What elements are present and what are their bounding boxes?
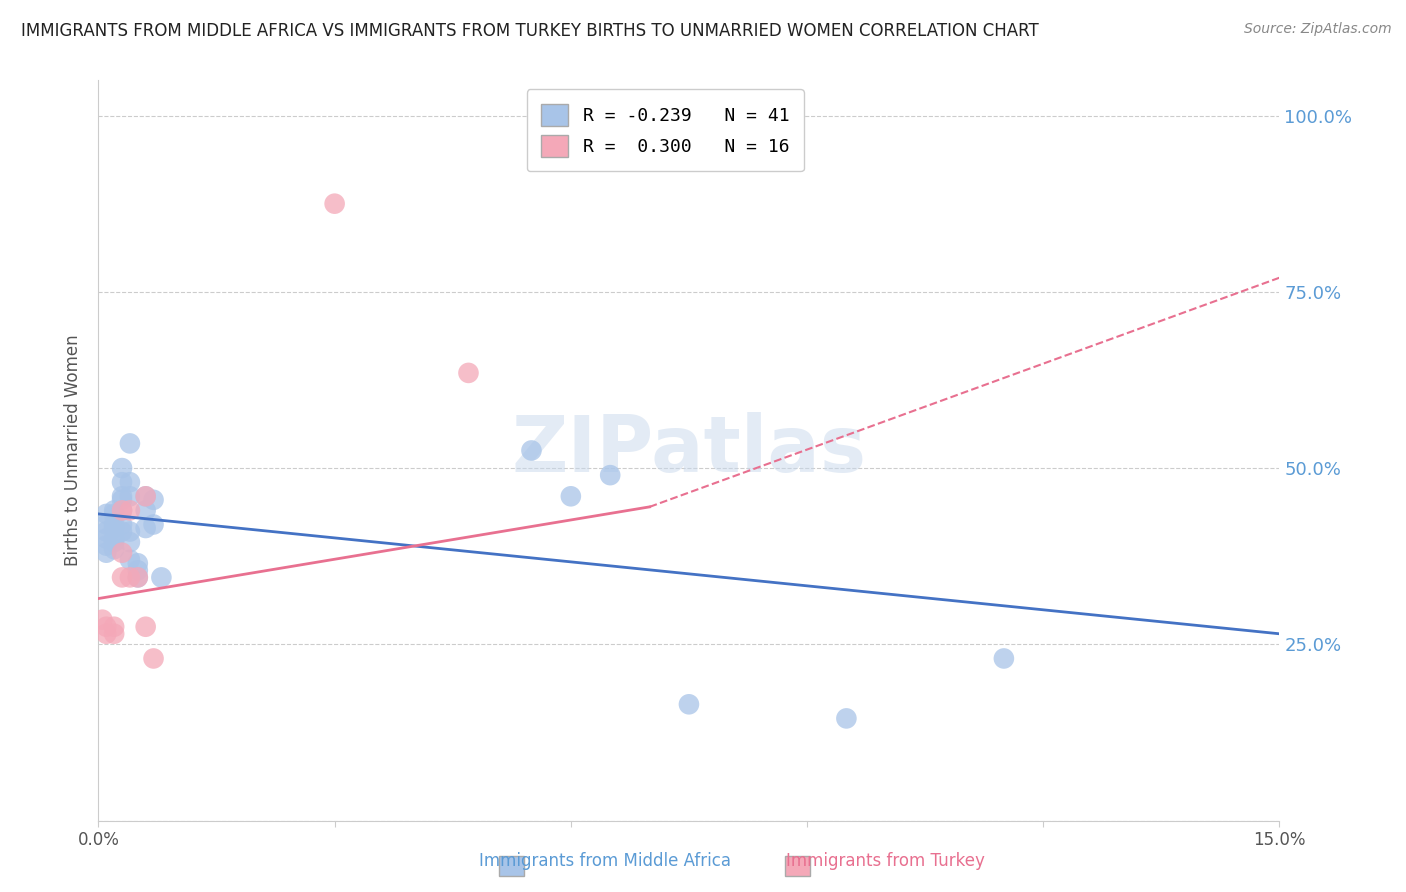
Point — [142, 517, 165, 532]
Point — [111, 475, 134, 490]
Legend: R = -0.239   N = 41, R =  0.300   N = 16: R = -0.239 N = 41, R = 0.300 N = 16 — [527, 89, 804, 171]
Point — [103, 627, 125, 641]
Point — [96, 620, 118, 634]
Point — [135, 620, 157, 634]
Point — [118, 489, 141, 503]
Point — [96, 539, 118, 553]
Text: Source: ZipAtlas.com: Source: ZipAtlas.com — [1244, 22, 1392, 37]
Point — [118, 503, 141, 517]
Point — [127, 556, 149, 570]
Point — [118, 436, 141, 450]
Y-axis label: Births to Unmarried Women: Births to Unmarried Women — [65, 334, 83, 566]
Point — [599, 468, 621, 483]
Point — [103, 507, 125, 521]
Point — [96, 627, 118, 641]
Point — [135, 489, 157, 503]
Point — [135, 521, 157, 535]
Text: ZIPatlas: ZIPatlas — [512, 412, 866, 489]
Point — [96, 532, 118, 546]
Point — [103, 517, 125, 532]
Point — [457, 366, 479, 380]
FancyBboxPatch shape — [785, 856, 810, 876]
Point — [111, 517, 134, 532]
FancyBboxPatch shape — [499, 856, 524, 876]
Point — [103, 532, 125, 546]
Point — [111, 489, 134, 503]
Point — [111, 492, 134, 507]
Point — [111, 524, 134, 539]
Point — [135, 489, 157, 503]
Point — [103, 535, 125, 549]
Point — [118, 475, 141, 490]
Point — [993, 651, 1015, 665]
Point — [150, 570, 173, 584]
Point — [127, 570, 149, 584]
Point — [96, 524, 118, 539]
Point — [111, 570, 134, 584]
Point — [560, 489, 582, 503]
Point — [103, 521, 125, 535]
Point — [96, 546, 118, 560]
Point — [678, 698, 700, 712]
Point — [835, 711, 858, 725]
Point — [142, 651, 165, 665]
Point — [118, 570, 141, 584]
Point — [111, 503, 134, 517]
Point — [520, 443, 543, 458]
Point — [135, 503, 157, 517]
Point — [142, 492, 165, 507]
Point — [96, 507, 118, 521]
Point — [103, 542, 125, 557]
Point — [111, 546, 134, 560]
Point — [96, 517, 118, 532]
Point — [118, 553, 141, 567]
Point — [111, 503, 134, 517]
Point — [91, 613, 114, 627]
Point — [118, 524, 141, 539]
Text: Immigrants from Turkey: Immigrants from Turkey — [786, 852, 986, 870]
Point — [118, 535, 141, 549]
Point — [127, 570, 149, 584]
Point — [103, 503, 125, 517]
Point — [323, 196, 346, 211]
Point — [103, 620, 125, 634]
Text: IMMIGRANTS FROM MIDDLE AFRICA VS IMMIGRANTS FROM TURKEY BIRTHS TO UNMARRIED WOME: IMMIGRANTS FROM MIDDLE AFRICA VS IMMIGRA… — [21, 22, 1039, 40]
Text: Immigrants from Middle Africa: Immigrants from Middle Africa — [478, 852, 731, 870]
Point — [111, 461, 134, 475]
Point — [127, 563, 149, 577]
